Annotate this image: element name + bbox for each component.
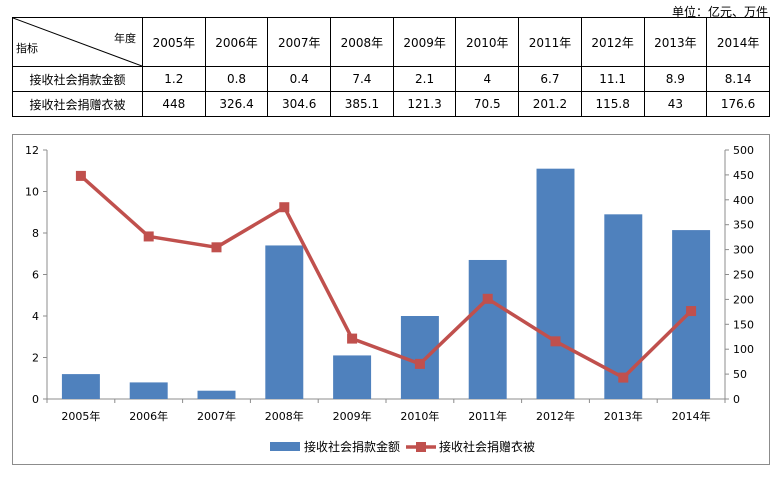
right-axis-tick-label: 200 [733, 293, 754, 306]
line-marker [414, 358, 425, 369]
table-corner-cell: 年度 指标 [12, 17, 143, 67]
year-header: 2008年 [330, 17, 394, 67]
year-header: 2012年 [580, 17, 645, 67]
year-header: 2013年 [643, 17, 708, 67]
table-cell: 201.2 [518, 91, 582, 117]
left-axis-tick-label: 12 [25, 144, 39, 157]
right-axis-tick-label: 150 [733, 318, 754, 331]
line-marker [75, 170, 86, 181]
x-axis-tick-label: 2009年 [333, 409, 372, 423]
legend-label: 接收社会捐款金额 [304, 439, 400, 454]
table-cell: 43 [643, 91, 708, 117]
line-marker [618, 372, 629, 383]
chart-container: 0 2 4 6 8 10 12 0 50 100 150 200 250 300 350 400 450 500 2… [12, 134, 770, 465]
table-row: 接收社会捐款金额 1.2 0.8 0.4 7.4 2.1 4 6.7 11.1 … [12, 66, 770, 92]
table-cell: 0.8 [204, 66, 269, 92]
bar [61, 374, 100, 399]
x-axis-tick-label: 2008年 [265, 409, 304, 423]
table-cell: 2.1 [392, 66, 457, 92]
table-cell: 11.1 [580, 66, 645, 92]
diagonal-line [13, 18, 142, 66]
table-cell: 385.1 [330, 91, 394, 117]
bar [265, 245, 304, 399]
x-axis-tick-label: 2005年 [61, 409, 100, 423]
table-cell: 326.4 [204, 91, 269, 117]
table-cell: 70.5 [455, 91, 520, 117]
x-axis-tick-label: 2006年 [129, 409, 168, 423]
table-cell: 304.6 [267, 91, 332, 117]
year-header: 2006年 [204, 17, 269, 67]
line-marker [143, 231, 154, 242]
left-axis-tick-label: 0 [32, 393, 39, 406]
right-axis-tick-label: 350 [733, 219, 754, 232]
left-axis-tick-label: 10 [25, 186, 39, 199]
x-axis-tick-label: 2010年 [400, 409, 439, 423]
right-axis-tick-label: 300 [733, 244, 754, 257]
line-marker [550, 336, 561, 347]
x-axis-tick-label: 2007年 [197, 409, 236, 423]
year-header: 2011年 [518, 17, 582, 67]
line-marker [211, 242, 222, 253]
legend-bar-swatch [270, 442, 300, 451]
table-cell: 176.6 [706, 91, 770, 117]
year-header: 2014年 [706, 17, 770, 67]
bar [197, 390, 236, 399]
table-cell: 8.9 [643, 66, 708, 92]
left-axis-tick-label: 4 [32, 310, 39, 323]
left-axis-tick-label: 2 [32, 352, 39, 365]
year-header: 2009年 [392, 17, 457, 67]
table-cell: 115.8 [580, 91, 645, 117]
year-header: 2010年 [455, 17, 520, 67]
data-table: 年度 指标 2005年 2006年 2007年 2008年 2009年 2010… [12, 17, 770, 117]
right-axis-tick-label: 50 [733, 368, 747, 381]
right-axis-tick-label: 450 [733, 169, 754, 182]
right-axis-tick-label: 250 [733, 269, 754, 282]
unit-note: 单位：亿元、万件 [671, 5, 768, 19]
table-cell: 7.4 [330, 66, 394, 92]
right-axis-tick-label: 400 [733, 194, 754, 207]
row-label: 接收社会捐赠衣被 [12, 91, 143, 117]
table-cell: 448 [142, 91, 206, 117]
series-line [79, 174, 693, 380]
x-axis-tick-label: 2013年 [604, 409, 643, 423]
bar [604, 214, 643, 399]
bar [536, 168, 575, 399]
table-row: 接收社会捐赠衣被 448 326.4 304.6 385.1 121.3 70.… [12, 91, 770, 117]
line-marker [279, 202, 290, 213]
line-marker [482, 293, 493, 304]
table-cell: 121.3 [392, 91, 457, 117]
legend-label: 接收社会捐赠衣被 [439, 439, 535, 454]
year-header: 2007年 [267, 17, 332, 67]
year-header: 2005年 [142, 17, 206, 67]
table-cell: 0.4 [267, 66, 332, 92]
bar [333, 355, 372, 399]
x-axis-tick-label: 2012年 [536, 409, 575, 423]
legend-line-marker [416, 442, 426, 452]
table-cell: 6.7 [518, 66, 582, 92]
chart-svg: 0 2 4 6 8 10 12 0 50 100 150 200 250 300 350 400 450 500 2… [25, 144, 754, 454]
table-cell: 1.2 [142, 66, 206, 92]
table-header-row: 年度 指标 2005年 2006年 2007年 2008年 2009年 2010… [12, 17, 770, 67]
bar [468, 259, 507, 399]
right-axis-tick-label: 500 [733, 144, 754, 157]
right-axis-tick-label: 100 [733, 343, 754, 356]
line-marker [347, 333, 358, 344]
row-label: 接收社会捐款金额 [12, 66, 143, 92]
left-axis-tick-label: 8 [32, 227, 39, 240]
x-axis-tick-label: 2011年 [468, 409, 507, 423]
right-axis-tick-label: 0 [733, 393, 740, 406]
line-marker [686, 306, 697, 317]
left-axis-tick-label: 6 [32, 269, 39, 282]
table-cell: 8.14 [706, 66, 770, 92]
bar [129, 382, 168, 399]
table-cell: 4 [455, 66, 520, 92]
x-axis-tick-label: 2014年 [672, 409, 711, 423]
corner-indicator-label: 指标 [16, 42, 38, 55]
corner-year-label: 年度 [114, 32, 136, 45]
